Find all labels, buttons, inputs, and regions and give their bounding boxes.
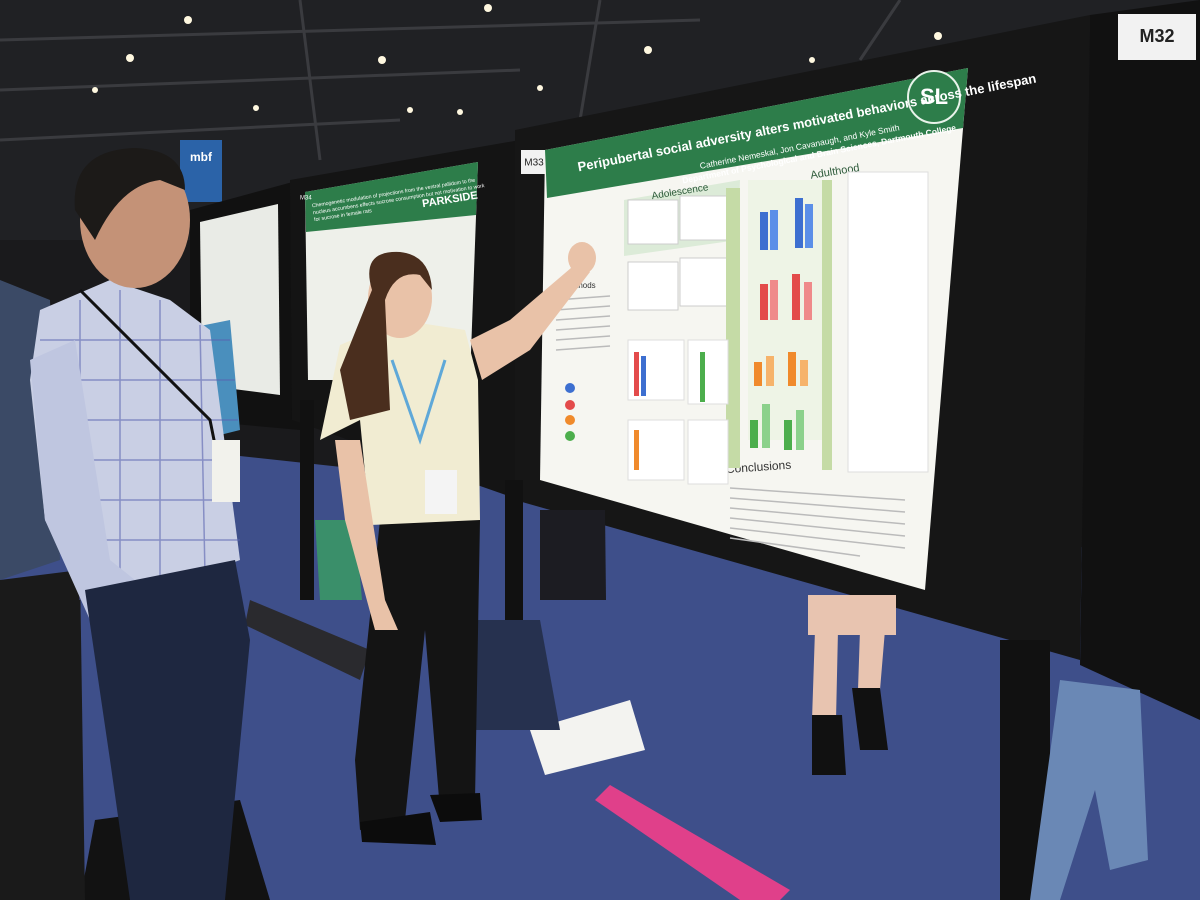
logo-text: SL: [920, 84, 948, 109]
bag: [530, 700, 645, 775]
hair: [340, 251, 432, 420]
backpack: [315, 520, 362, 600]
poster-tube: [245, 600, 370, 680]
sign-text: mbf: [190, 150, 213, 164]
poster-figures: [555, 171, 929, 557]
board-label-box: [521, 150, 547, 174]
person-jeans: [1030, 680, 1148, 900]
hair: [74, 148, 185, 240]
board-right: [1080, 0, 1200, 720]
board-label-box: [1118, 14, 1196, 60]
person-legs: [812, 630, 885, 720]
badge: [212, 440, 240, 502]
person-legs: [540, 510, 606, 600]
board-label: M32: [1139, 26, 1174, 46]
sign: [180, 140, 222, 202]
lanyard: [390, 359, 447, 445]
trousers: [355, 520, 480, 830]
logo: [907, 70, 961, 124]
arm: [470, 262, 590, 380]
arm: [335, 440, 398, 630]
section-title: Conclusions: [725, 458, 791, 477]
badge: [425, 470, 457, 514]
ceiling-trusses: [0, 0, 902, 161]
section-title: Methods: [565, 281, 596, 290]
shoes: [360, 793, 482, 845]
board-label: M33: [524, 158, 544, 169]
backpack: [462, 620, 560, 730]
trousers: [85, 560, 250, 900]
board-label: M34: [300, 196, 312, 202]
poster-left-header: [305, 162, 478, 232]
board-leg: [300, 400, 314, 600]
shoes: [812, 688, 888, 775]
person-edge: [0, 570, 85, 900]
poster-main-header: [545, 68, 968, 198]
arm: [30, 340, 185, 665]
ceiling-lights: [92, 4, 942, 115]
shirt-pattern: [40, 290, 240, 600]
hand: [568, 242, 596, 274]
poster-tube: [595, 785, 790, 900]
person-legs: [808, 595, 896, 635]
